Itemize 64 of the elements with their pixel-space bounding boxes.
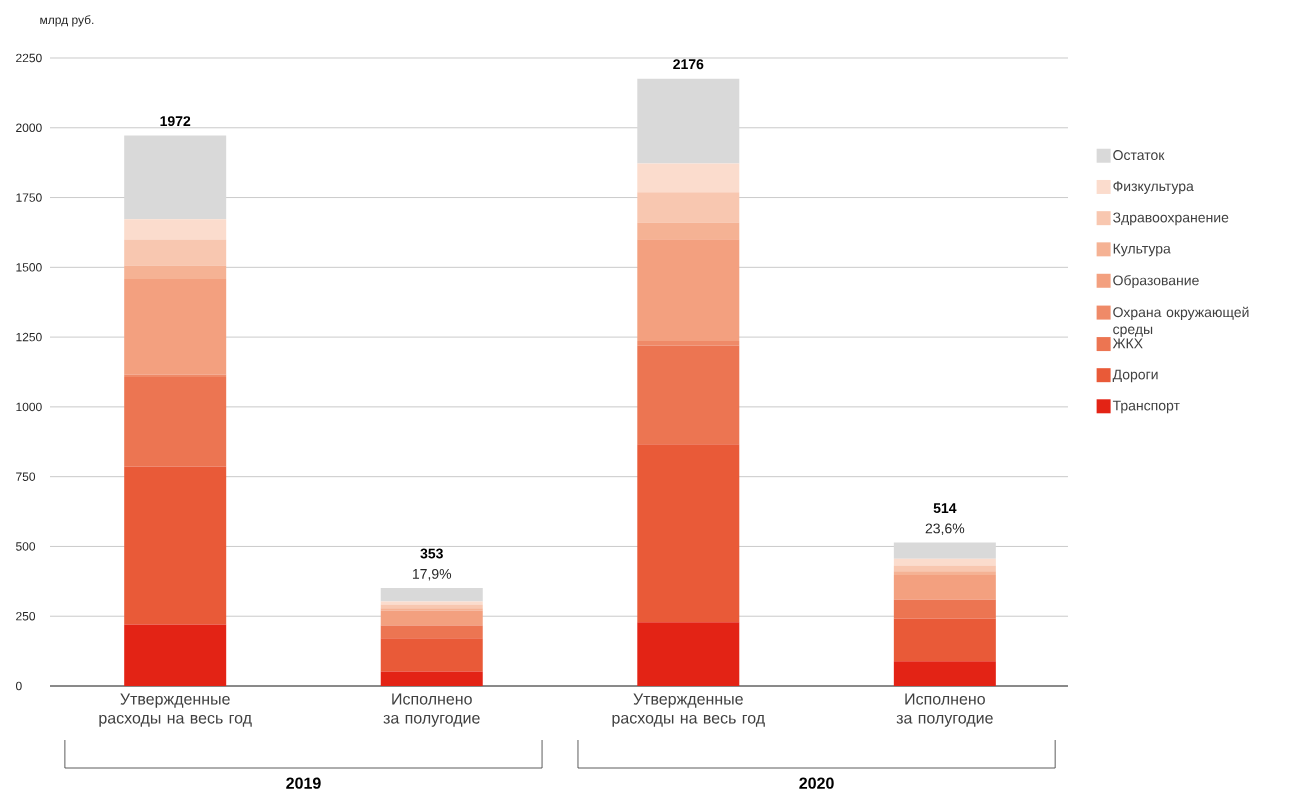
bar xyxy=(893,661,996,686)
bar xyxy=(380,638,483,672)
y-tick-label: 1250 xyxy=(16,332,42,342)
y-tick-label: 0 xyxy=(15,681,22,691)
total-label: 514 xyxy=(933,503,957,514)
bar xyxy=(124,239,227,266)
bar xyxy=(380,588,483,602)
total-label: 1972 xyxy=(160,116,191,127)
text: 2020 xyxy=(799,777,834,789)
bar xyxy=(380,610,483,626)
x-tick-label: Утвержденные расходы на весь год xyxy=(612,693,765,727)
bar xyxy=(124,135,227,220)
legend-label: Охрана окружающей среды xyxy=(1113,306,1249,337)
bar xyxy=(637,222,740,240)
bar xyxy=(124,466,227,625)
y-tick-label: 1750 xyxy=(16,193,42,202)
bar xyxy=(637,345,740,445)
total-label: 2176 xyxy=(673,59,704,70)
bar xyxy=(124,624,227,686)
bar xyxy=(893,574,996,600)
bar xyxy=(637,78,740,164)
bar xyxy=(637,163,740,193)
legend-label: Здравоохранение xyxy=(1113,212,1229,226)
annotation: 17,9% xyxy=(412,568,452,581)
bar xyxy=(637,622,740,686)
x-tick-label: Исполнено за полугодие xyxy=(383,693,480,727)
y-tick-label: 1500 xyxy=(16,263,42,272)
bar xyxy=(893,542,996,559)
bar xyxy=(893,558,996,566)
bar xyxy=(893,565,996,572)
bar xyxy=(124,279,227,375)
legend-label: Физкультура xyxy=(1113,181,1194,194)
y-tick-label: 1000 xyxy=(16,402,42,412)
y-tick-label: 2250 xyxy=(16,53,42,63)
bar xyxy=(893,618,996,662)
legend-label: Культура xyxy=(1113,243,1171,257)
legend-label: Остаток xyxy=(1113,150,1165,161)
x-tick-label: Исполнено за полугодие xyxy=(896,693,993,727)
legend-label: ЖКХ xyxy=(1112,338,1143,349)
bar xyxy=(637,192,740,223)
text: 2019 xyxy=(286,777,321,789)
x-tick-label: Утвержденные расходы на весь год xyxy=(99,693,252,727)
bar xyxy=(893,599,996,619)
bar xyxy=(380,601,483,605)
y-tick-label: 750 xyxy=(16,472,36,481)
bar xyxy=(380,625,483,639)
legend-label: Транспорт xyxy=(1112,400,1180,414)
annotation: 23,6% xyxy=(925,523,965,536)
y-tick-label: 500 xyxy=(16,542,36,551)
y-tick-label: 250 xyxy=(16,611,36,621)
bar xyxy=(380,671,483,686)
y-axis-title: млрд руб. xyxy=(40,15,94,27)
bar xyxy=(637,239,740,342)
bar xyxy=(637,341,740,346)
bar xyxy=(124,219,227,240)
bar xyxy=(893,571,996,575)
legend-label: Дороги xyxy=(1112,369,1158,383)
bar xyxy=(124,377,227,467)
legend-label: Образование xyxy=(1113,274,1199,289)
total-label: 353 xyxy=(420,548,443,559)
bar xyxy=(380,608,483,611)
bar xyxy=(124,265,227,280)
bar xyxy=(637,444,740,623)
y-tick-label: 2000 xyxy=(16,123,42,133)
